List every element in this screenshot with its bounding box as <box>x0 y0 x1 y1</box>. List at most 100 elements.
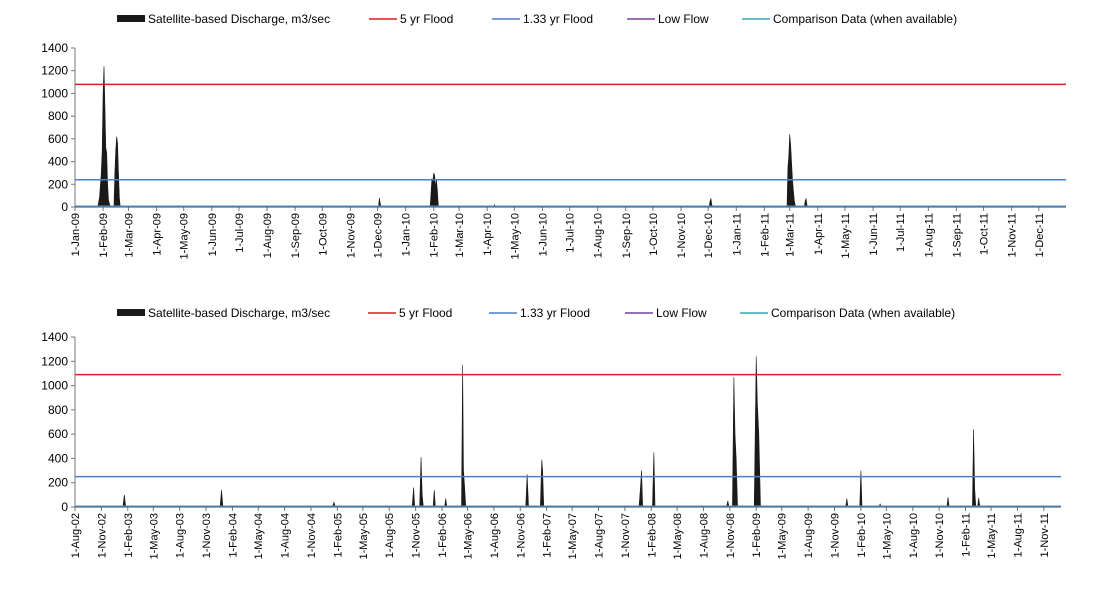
x-tick-label: 1-Jan-11 <box>731 213 743 256</box>
legend-item: Low Flow <box>625 306 707 320</box>
y-tick-label: 600 <box>48 132 68 146</box>
x-tick-label: 1-Apr-11 <box>813 213 825 255</box>
y-tick-label: 0 <box>61 200 68 214</box>
legend-label: Low Flow <box>658 12 709 26</box>
x-tick-label: 1-Mar-11 <box>785 213 797 257</box>
x-tick-label: 1-Jun-11 <box>868 213 880 256</box>
x-tick-label: 1-May-09 <box>179 213 191 259</box>
x-tick-label: 1-Nov-03 <box>201 513 213 558</box>
y-tick-label: 400 <box>48 155 68 169</box>
y-tick-label: 200 <box>48 177 68 191</box>
x-tick-label: 1-Aug-09 <box>262 213 274 258</box>
legend-item: 5 yr Flood <box>368 306 452 320</box>
y-tick-label: 1200 <box>41 354 68 368</box>
x-tick-label: 1-Nov-08 <box>725 513 737 558</box>
discharge-area-series <box>75 356 1061 508</box>
x-tick-label: 1-Nov-04 <box>306 513 318 558</box>
legend-label: Low Flow <box>656 306 707 320</box>
x-tick-label: 1-Oct-10 <box>648 213 660 256</box>
x-tick-label: 1-Dec-09 <box>373 213 385 258</box>
legend-label: 5 yr Flood <box>399 306 452 320</box>
legend-item: Comparison Data (when available) <box>740 306 955 320</box>
legend-label: 1.33 yr Flood <box>520 306 590 320</box>
x-tick-label: 1-Feb-09 <box>751 513 763 558</box>
x-tick-label: 1-May-06 <box>463 513 475 559</box>
discharge-area-series <box>75 66 1066 208</box>
x-tick-label: 1-May-10 <box>509 213 521 259</box>
x-tick-label: 1-Aug-04 <box>280 513 292 558</box>
x-tick-label: 1-Feb-03 <box>123 513 135 558</box>
x-tick-label: 1-Feb-08 <box>646 513 658 558</box>
x-tick-label: 1-Feb-07 <box>542 513 554 558</box>
legend-item: 1.33 yr Flood <box>492 12 593 26</box>
x-tick-label: 1-Nov-07 <box>620 513 632 558</box>
x-tick-label: 1-Feb-04 <box>227 513 239 558</box>
legend-swatch <box>117 309 145 316</box>
y-tick-label: 1400 <box>41 330 68 344</box>
x-tick-label: 1-Mar-10 <box>454 213 466 258</box>
x-tick-label: 1-Jan-09 <box>70 213 82 256</box>
x-tick-label: 1-Aug-08 <box>698 513 710 558</box>
y-tick-label: 1200 <box>41 64 68 78</box>
x-tick-label: 1-Nov-05 <box>411 513 423 558</box>
y-tick-label: 1400 <box>41 41 68 55</box>
x-tick-label: 1-Apr-10 <box>482 213 494 256</box>
legend-item: Satellite-based Discharge, m3/sec <box>117 306 330 320</box>
x-tick-label: 1-Feb-11 <box>759 213 771 257</box>
legend-label: Comparison Data (when available) <box>771 306 955 320</box>
x-tick-label: 1-Aug-11 <box>1012 513 1024 557</box>
x-tick-label: 1-May-04 <box>253 513 265 559</box>
x-tick-label: 1-Nov-11 <box>1007 213 1019 257</box>
x-tick-label: 1-May-07 <box>567 513 579 559</box>
x-tick-label: 1-Nov-09 <box>345 213 357 258</box>
x-tick-label: 1-Aug-10 <box>908 513 920 558</box>
x-tick-label: 1-Oct-09 <box>317 213 329 256</box>
x-tick-label: 1-Jun-09 <box>207 213 219 256</box>
x-tick-label: 1-Aug-07 <box>594 513 606 558</box>
x-tick-label: 1-May-09 <box>777 513 789 559</box>
x-tick-label: 1-Aug-10 <box>593 213 605 258</box>
x-tick-label: 1-Feb-05 <box>332 513 344 558</box>
x-tick-label: 1-Dec-11 <box>1034 213 1046 257</box>
y-tick-label: 400 <box>48 451 68 465</box>
x-tick-label: 1-Feb-10 <box>856 513 868 558</box>
y-tick-label: 1000 <box>41 86 68 100</box>
x-tick-label: 1-Oct-11 <box>979 213 991 255</box>
x-tick-label: 1-Aug-09 <box>803 513 815 558</box>
x-tick-label: 1-May-10 <box>881 513 893 559</box>
x-tick-label: 1-Mar-09 <box>123 213 135 258</box>
y-tick-label: 800 <box>48 109 68 123</box>
x-tick-label: 1-Jul-11 <box>895 213 907 252</box>
legend-item: 5 yr Flood <box>369 12 453 26</box>
x-tick-label: 1-Feb-11 <box>961 513 973 557</box>
y-tick-label: 600 <box>48 427 68 441</box>
x-tick-label: 1-Nov-10 <box>934 513 946 558</box>
legend-item: Satellite-based Discharge, m3/sec <box>117 12 330 26</box>
y-tick-label: 0 <box>61 500 68 514</box>
x-tick-label: 1-Aug-02 <box>70 513 82 558</box>
x-tick-label: 1-Feb-06 <box>437 513 449 558</box>
x-tick-label: 1-May-05 <box>358 513 370 559</box>
x-tick-label: 1-Jan-10 <box>401 213 413 256</box>
x-tick-label: 1-Jul-09 <box>234 213 246 253</box>
x-tick-label: 1-Jul-10 <box>565 213 577 253</box>
legend-label: Satellite-based Discharge, m3/sec <box>148 306 330 320</box>
x-tick-label: 1-May-03 <box>148 513 160 559</box>
chart-panel-1: Satellite-based Discharge, m3/sec 5 yr Fl… <box>41 12 1066 259</box>
legend-item: Comparison Data (when available) <box>742 12 957 26</box>
x-tick-label: 1-Apr-09 <box>152 213 164 256</box>
x-tick-label: 1-Nov-11 <box>1039 513 1051 557</box>
legend-label: Satellite-based Discharge, m3/sec <box>148 12 330 26</box>
legend-label: Comparison Data (when available) <box>773 12 957 26</box>
legend-item: 1.33 yr Flood <box>489 306 590 320</box>
y-tick-label: 1000 <box>41 379 68 393</box>
x-tick-label: 1-May-11 <box>840 213 852 259</box>
x-tick-label: 1-Nov-10 <box>676 213 688 258</box>
x-tick-label: 1-Feb-09 <box>98 213 110 258</box>
x-tick-label: 1-Sep-11 <box>951 213 963 257</box>
chart-panel-2: Satellite-based Discharge, m3/sec 5 yr Fl… <box>41 306 1061 559</box>
x-tick-label: 1-Aug-03 <box>175 513 187 558</box>
y-tick-label: 200 <box>48 476 68 490</box>
